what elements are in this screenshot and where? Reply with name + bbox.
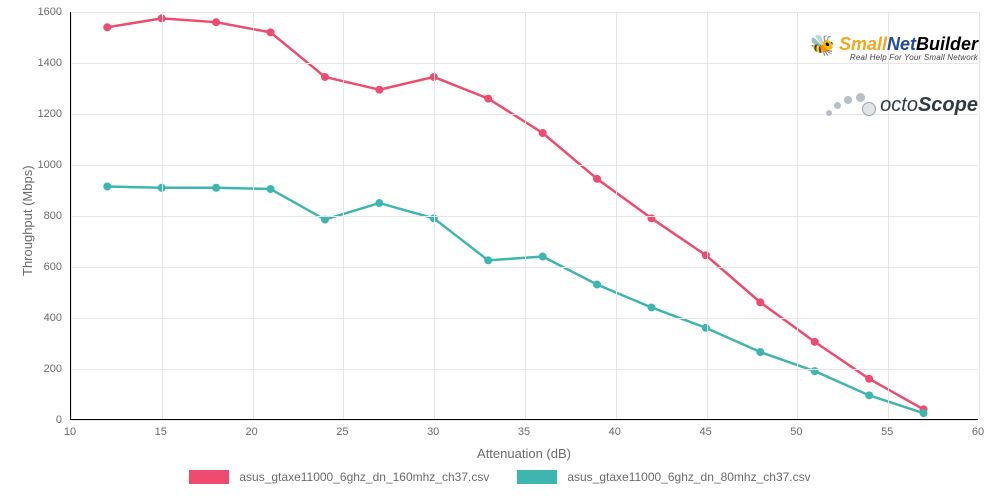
logo-part-builder: Builder: [916, 34, 978, 54]
gridline-v: [71, 12, 72, 419]
gridline-v: [979, 12, 980, 419]
legend-swatch: [189, 470, 229, 484]
y-tick-label: 1400: [38, 57, 62, 69]
gridline-v: [162, 12, 163, 419]
y-tick-label: 1600: [38, 6, 62, 18]
x-tick-label: 40: [609, 426, 621, 438]
x-axis-title: Attenuation (dB): [477, 446, 571, 461]
series-marker-s80: [103, 182, 111, 190]
bee-icon: 🐝: [812, 36, 837, 56]
gridline-v: [797, 12, 798, 419]
legend-item: asus_gtaxe11000_6ghz_dn_160mhz_ch37.csv: [189, 470, 489, 484]
logo-part-small: Small: [839, 34, 887, 54]
y-tick-label: 200: [44, 363, 62, 375]
series-marker-s80: [212, 184, 220, 192]
x-tick-label: 30: [427, 426, 439, 438]
series-marker-s160: [212, 18, 220, 26]
x-tick-label: 60: [972, 426, 984, 438]
series-marker-s80: [647, 303, 655, 311]
series-marker-s80: [865, 391, 873, 399]
x-tick-label: 15: [155, 426, 167, 438]
gridline-h: [71, 420, 978, 421]
logo-tagline: Real Help For Your Small Network: [812, 54, 978, 62]
legend-swatch: [517, 470, 557, 484]
series-line-s160: [107, 18, 923, 409]
series-marker-s80: [593, 281, 601, 289]
series-marker-s80: [920, 409, 928, 417]
series-marker-s160: [756, 298, 764, 306]
legend-label: asus_gtaxe11000_6ghz_dn_80mhz_ch37.csv: [567, 470, 810, 484]
y-tick-label: 1200: [38, 108, 62, 120]
gridline-v: [343, 12, 344, 419]
y-tick-label: 0: [56, 414, 62, 426]
series-marker-s160: [539, 129, 547, 137]
legend-item: asus_gtaxe11000_6ghz_dn_80mhz_ch37.csv: [517, 470, 810, 484]
octo-prefix: octo: [880, 94, 918, 116]
gridline-v: [888, 12, 889, 419]
series-marker-s160: [267, 28, 275, 36]
series-marker-s160: [811, 338, 819, 346]
x-tick-label: 45: [699, 426, 711, 438]
octoscope-dots-icon: [826, 90, 872, 120]
series-marker-s80: [267, 185, 275, 193]
y-tick-label: 1000: [38, 159, 62, 171]
series-marker-s160: [103, 23, 111, 31]
series-marker-s160: [484, 95, 492, 103]
series-marker-s160: [593, 175, 601, 183]
gridline-v: [616, 12, 617, 419]
series-marker-s160: [865, 375, 873, 383]
gridline-v: [707, 12, 708, 419]
throughput-vs-attenuation-chart: Throughput (Mbps) Attenuation (dB) asus_…: [0, 0, 1000, 500]
gridline-v: [525, 12, 526, 419]
x-tick-label: 25: [336, 426, 348, 438]
octoscope-logo: octoScope: [826, 90, 978, 120]
x-tick-label: 10: [64, 426, 76, 438]
series-marker-s80: [375, 199, 383, 207]
x-tick-label: 50: [790, 426, 802, 438]
smallnetbuilder-logo: 🐝SmallNetBuilder Real Help For Your Smal…: [812, 34, 978, 62]
series-marker-s160: [321, 73, 329, 81]
series-marker-s160: [375, 86, 383, 94]
series-line-s80: [107, 186, 923, 413]
gridline-v: [434, 12, 435, 419]
x-tick-label: 35: [518, 426, 530, 438]
plot-area: [70, 12, 978, 420]
series-marker-s80: [756, 348, 764, 356]
y-tick-label: 800: [44, 210, 62, 222]
y-axis-title: Throughput (Mbps): [20, 165, 35, 276]
x-tick-label: 55: [881, 426, 893, 438]
logo-part-net: Net: [887, 34, 916, 54]
series-marker-s80: [539, 253, 547, 261]
octo-suffix: Scope: [918, 94, 978, 116]
x-tick-label: 20: [245, 426, 257, 438]
series-marker-s80: [484, 256, 492, 264]
legend: asus_gtaxe11000_6ghz_dn_160mhz_ch37.csv a…: [0, 470, 1000, 484]
y-tick-label: 400: [44, 312, 62, 324]
y-tick-label: 600: [44, 261, 62, 273]
gridline-v: [253, 12, 254, 419]
legend-label: asus_gtaxe11000_6ghz_dn_160mhz_ch37.csv: [239, 470, 489, 484]
